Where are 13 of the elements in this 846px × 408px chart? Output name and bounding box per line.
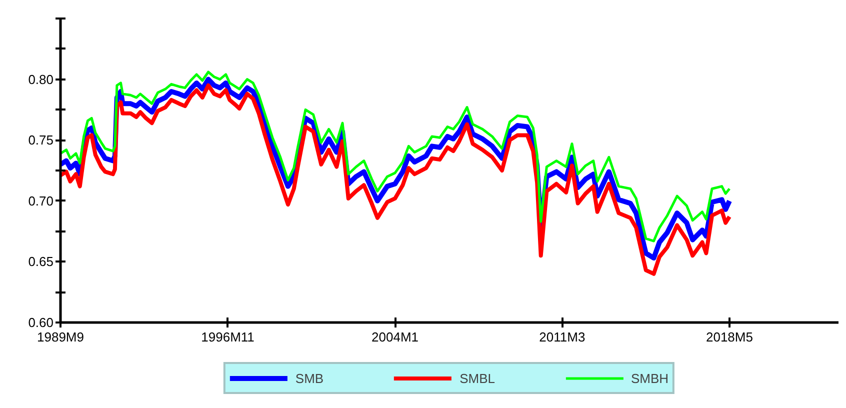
y-tick-label: 0.75 [28, 132, 54, 148]
x-tick-label: 2018M5 [706, 330, 753, 344]
legend-label: SMBL [460, 370, 496, 386]
legend-label: SMBH [631, 370, 669, 386]
y-tick-label: 0.70 [28, 193, 54, 208]
x-tick-label: 1989M9 [37, 330, 84, 344]
legend-label: SMB [295, 370, 324, 386]
x-tick-label: 2011M3 [539, 330, 586, 344]
x-tick-label: 2004M1 [372, 330, 419, 344]
y-tick-label: 0.65 [28, 254, 54, 270]
y-tick-label: 0.60 [28, 315, 54, 330]
y-tick-label: 0.80 [28, 72, 54, 87]
x-tick-label: 1996M11 [201, 330, 254, 344]
